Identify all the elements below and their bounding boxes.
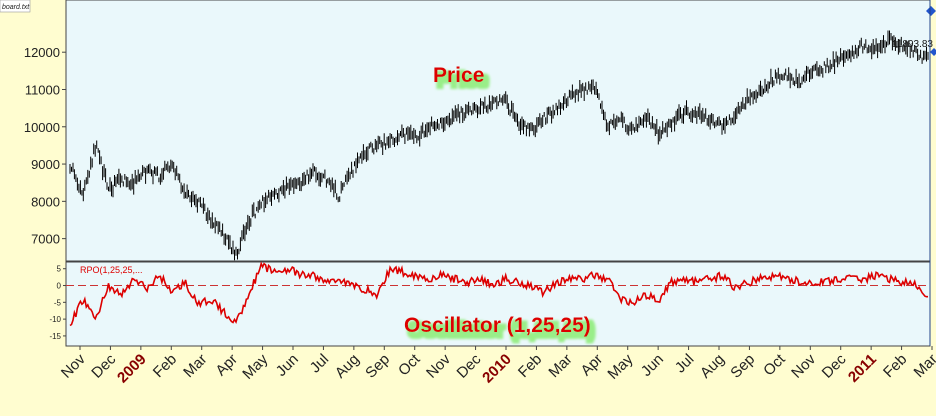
x-tick-label: Jul — [672, 351, 698, 377]
x-tick-label: Oct — [395, 350, 424, 379]
scroll-handle-icon[interactable] — [926, 6, 936, 16]
scroll-handle-lower-icon[interactable] — [930, 48, 936, 56]
x-tick-label: Jul — [307, 351, 333, 377]
price-y-tick-label: 8000 — [31, 194, 60, 209]
oscillator-title: Oscillator (1,25,25) — [404, 314, 591, 337]
file-tab[interactable] — [0, 0, 31, 13]
x-tick-label: Jun — [273, 351, 302, 380]
oscillator-legend: RPO(1,25,25,... — [80, 265, 143, 275]
osc-y-tick-label: -5 — [54, 298, 62, 307]
osc-y-tick-label: -15 — [49, 332, 61, 341]
x-tick-label: Sep — [362, 351, 393, 382]
oscillator-line — [69, 261, 928, 327]
price-y-tick-label: 10000 — [24, 120, 60, 135]
osc-y-tick-label: -10 — [49, 315, 61, 324]
x-tick-label: Mar — [545, 351, 575, 381]
price-y-tick-label: 7000 — [31, 232, 60, 247]
x-tick-label: Apr — [212, 351, 241, 380]
osc-y-tick-label: 5 — [57, 265, 62, 274]
x-tick-label: 2011 — [845, 351, 880, 386]
x-tick-label: Dec — [454, 350, 485, 381]
x-tick-label: May — [604, 350, 636, 382]
x-tick-label: 2009 — [114, 351, 150, 387]
price-y-tick-label: 12000 — [24, 45, 60, 60]
x-tick-label: Mar — [180, 351, 210, 381]
price-bars-path — [69, 30, 929, 261]
price-y-tick-label: 11000 — [25, 82, 60, 97]
price-panel — [65, 0, 931, 262]
price-y-axis: 7000 8000 9000 10000 11000 12000 — [24, 45, 66, 247]
x-tick-label: Nov — [58, 350, 89, 381]
price-y-tick-label: 9000 — [31, 157, 60, 172]
x-tick-label: Nov — [423, 350, 454, 381]
x-tick-label: Dec — [819, 350, 850, 381]
x-tick-label: Dec — [88, 350, 119, 381]
x-tick-label: Jun — [638, 351, 667, 380]
x-tick-label: Feb — [150, 351, 180, 381]
x-tick-label: Oct — [760, 350, 789, 379]
price-title: Price — [433, 64, 484, 87]
x-tick-label: Sep — [727, 351, 758, 382]
x-tick-label: Feb — [880, 351, 910, 381]
price-series — [69, 30, 929, 261]
x-tick-label: May — [239, 350, 271, 382]
x-tick-label: Feb — [515, 351, 545, 381]
file-tab-label: board.txt — [2, 4, 30, 11]
osc-y-tick-label: 0 — [57, 282, 62, 291]
oscillator-y-axis: 5 0 -5 -10 -15 — [49, 265, 66, 341]
x-tick-label: Aug — [697, 351, 728, 382]
x-tick-label: Mar — [911, 351, 936, 381]
x-tick-label: Apr — [578, 351, 607, 380]
x-tick-label: 2010 — [479, 351, 515, 387]
x-tick-label: Nov — [788, 350, 819, 381]
x-tick-label: Aug — [332, 351, 363, 382]
last-value-label: 11893.83 — [892, 39, 933, 50]
